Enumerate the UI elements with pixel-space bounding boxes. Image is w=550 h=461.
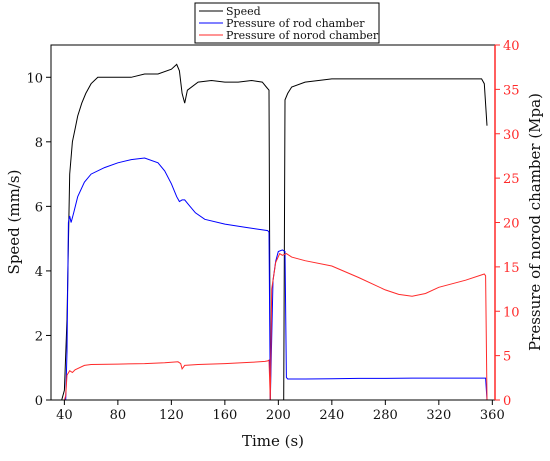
right-y-axis-title: Pressure of norod chamber (Mpa) [526, 93, 544, 351]
legend-label-3: Pressure of norod chamber [226, 29, 379, 42]
x-axis: 40 80 120 160 200 240 280 320 360 [56, 400, 505, 423]
left-y-tick-label: 8 [35, 136, 43, 151]
right-y-tick-label: 10 [503, 305, 520, 320]
x-tick-label: 40 [56, 408, 73, 423]
legend-label-1: Speed [226, 5, 261, 18]
series-line-2 [51, 157, 488, 401]
x-tick-label: 120 [159, 408, 184, 423]
x-tick-label: 240 [319, 408, 344, 423]
x-axis-title: Time (s) [242, 432, 304, 450]
right-y-axis: 0 5 10 15 20 25 30 35 40 [495, 39, 520, 409]
series-line-1 [51, 63, 488, 401]
legend-label-2: Pressure of rod chamber [226, 17, 365, 30]
left-y-tick-label: 4 [35, 265, 43, 280]
right-y-tick-label: 25 [503, 172, 520, 187]
left-y-tick-label: 6 [35, 200, 43, 215]
x-tick-label: 360 [480, 408, 505, 423]
right-y-tick-label: 5 [503, 350, 511, 365]
right-y-tick-label: 35 [503, 83, 520, 98]
right-y-tick-label: 30 [503, 128, 520, 143]
left-y-axis-title: Speed (mm/s) [5, 170, 23, 275]
right-y-tick-label: 40 [503, 39, 520, 54]
legend-box [194, 2, 380, 44]
x-tick-label: 320 [426, 408, 451, 423]
right-y-tick-label: 15 [503, 261, 520, 276]
plot-frame [50, 44, 496, 401]
right-y-tick-label: 0 [503, 394, 511, 409]
series-line-3 [51, 252, 488, 401]
left-y-tick-label: 10 [26, 71, 43, 86]
left-y-tick-label: 2 [35, 329, 43, 344]
x-tick-label: 200 [266, 408, 291, 423]
x-tick-label: 80 [110, 408, 127, 423]
right-y-tick-label: 20 [503, 217, 520, 232]
x-tick-label: 160 [212, 408, 237, 423]
left-y-tick-label: 0 [35, 394, 43, 409]
series-layer [51, 63, 488, 401]
x-tick-label: 280 [373, 408, 398, 423]
left-y-axis: 0 2 4 6 8 10 [26, 71, 51, 409]
